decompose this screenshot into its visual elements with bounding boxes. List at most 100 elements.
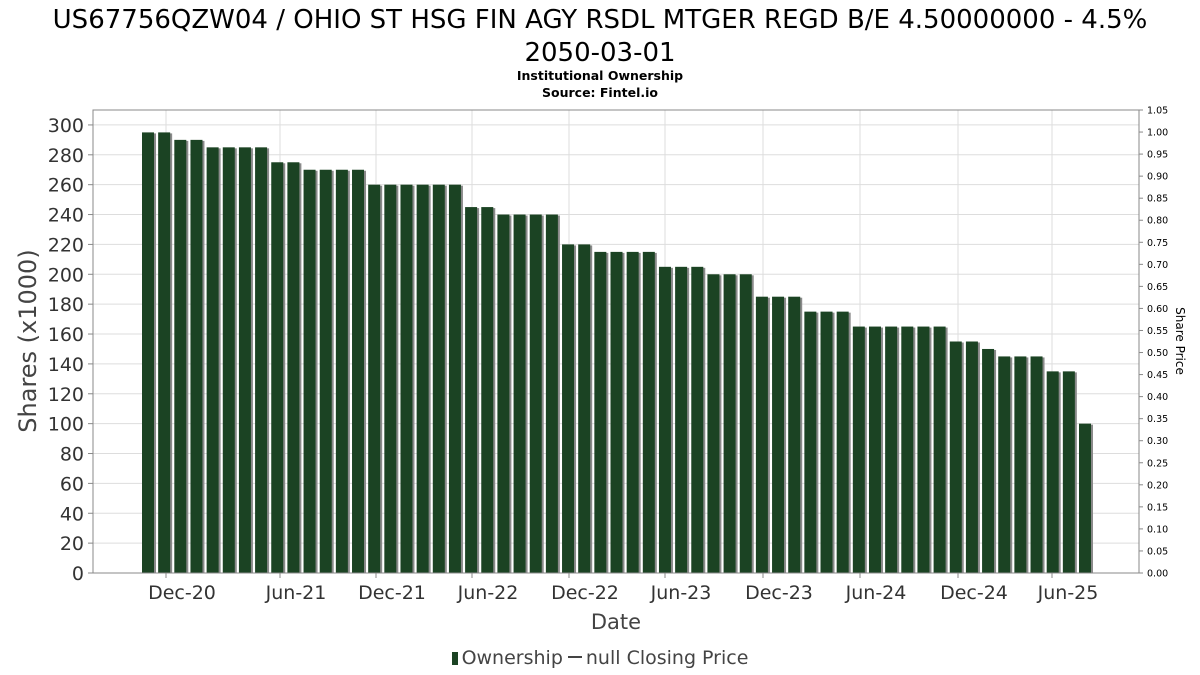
- bar: [1014, 356, 1027, 573]
- x-tick-label: Dec-20: [148, 582, 216, 604]
- y2-tick-label: 0.55: [1147, 326, 1168, 337]
- x-tick-label: Jun-22: [457, 582, 519, 604]
- bar: [788, 296, 801, 573]
- y-tick-label: 200: [48, 264, 84, 286]
- bar: [917, 326, 930, 573]
- bar: [432, 184, 445, 573]
- bar: [933, 326, 946, 573]
- y-tick-label: 140: [48, 354, 84, 376]
- y2-tick-label: 0.75: [1147, 238, 1168, 249]
- y-tick-label: 220: [48, 234, 84, 256]
- bar: [1030, 356, 1043, 573]
- y-axis-label: Shares (x1000): [14, 249, 42, 432]
- bar: [529, 214, 542, 573]
- y2-tick-label: 0.60: [1147, 304, 1168, 315]
- x-tick-label: Dec-22: [551, 582, 619, 604]
- y2-tick-label: 0.85: [1147, 194, 1168, 205]
- y2-tick-label: 0.10: [1147, 524, 1168, 535]
- x-tick-label: Jun-21: [265, 582, 327, 604]
- bar: [578, 244, 591, 573]
- y-tick-label: 240: [48, 205, 84, 227]
- y2-tick-label: 1.00: [1147, 128, 1168, 139]
- x-tick-label: Dec-23: [745, 582, 813, 604]
- y-tick-label: 120: [48, 384, 84, 406]
- bar: [352, 169, 365, 573]
- y2-tick-label: 0.15: [1147, 502, 1168, 513]
- bar: [868, 326, 881, 573]
- legend: Ownership null Closing Price: [0, 647, 1200, 669]
- x-axis-label: Date: [591, 610, 641, 634]
- x-tick-label: Jun-23: [650, 582, 712, 604]
- bar: [497, 214, 510, 573]
- y2-tick-label: 0.45: [1147, 370, 1168, 381]
- y2-tick-label: 0.70: [1147, 260, 1168, 271]
- y2-tick-label: 0.50: [1147, 348, 1168, 359]
- bar: [820, 311, 833, 573]
- bar: [174, 139, 187, 573]
- y-tick-label: 100: [48, 414, 84, 436]
- ownership-swatch: [451, 652, 458, 665]
- y-tick-label: 0: [72, 563, 84, 585]
- bar: [901, 326, 914, 573]
- bar: [465, 207, 478, 574]
- bar: [982, 348, 995, 573]
- plot-frame: [92, 109, 1140, 574]
- legend-price: null Closing Price: [585, 647, 749, 669]
- x-tick-label: Dec-24: [940, 582, 1008, 604]
- bar: [965, 341, 978, 573]
- bar: [513, 214, 526, 573]
- legend-ownership: Ownership: [461, 647, 563, 669]
- bar: [949, 341, 962, 573]
- bar: [319, 169, 332, 573]
- y2-tick-label: 0.65: [1147, 282, 1168, 293]
- axes: 0 20 40 60 80 100 120 140 160 180 200 220 240 260 280 3…: [48, 106, 1168, 605]
- y2-axis-label: Share Price: [1173, 307, 1187, 375]
- chart-source: Source: Fintel.io: [542, 85, 658, 100]
- bar: [206, 147, 219, 573]
- bar: [335, 169, 348, 573]
- bar: [610, 251, 623, 574]
- y2-tick-label: 0.25: [1147, 458, 1168, 469]
- bar: [1062, 371, 1075, 573]
- bar: [885, 326, 898, 573]
- bar: [755, 296, 768, 573]
- y2-tick-label: 0.35: [1147, 414, 1168, 425]
- x-tick-label: Jun-24: [845, 582, 907, 604]
- bar: [594, 251, 607, 574]
- bar: [562, 244, 575, 573]
- bar: [255, 147, 268, 573]
- y-tick-label: 300: [48, 115, 84, 137]
- bar: [852, 326, 865, 573]
- bar: [368, 184, 381, 573]
- bar: [626, 251, 639, 574]
- y2-tick-label: 0.00: [1147, 569, 1168, 580]
- y2-tick-label: 0.40: [1147, 392, 1168, 403]
- bar: [190, 139, 203, 573]
- y2-tick-label: 1.05: [1147, 106, 1168, 117]
- y2-tick-label: 0.30: [1147, 436, 1168, 447]
- bar: [836, 311, 849, 573]
- y-tick-label: 20: [60, 533, 84, 555]
- x-tick-label: Jun-25: [1037, 582, 1099, 604]
- bar: [303, 169, 316, 573]
- bar: [400, 184, 413, 573]
- bar: [384, 184, 397, 573]
- price-line-swatch: [567, 656, 582, 658]
- bar: [739, 274, 752, 573]
- bar: [658, 266, 671, 573]
- bar: [804, 311, 817, 573]
- bar: [142, 132, 154, 573]
- chart-subtitle: Institutional Ownership: [516, 68, 684, 83]
- bar-series: [142, 132, 1093, 574]
- bar: [416, 184, 429, 573]
- bar: [691, 266, 704, 573]
- y-tick-label: 160: [48, 324, 84, 346]
- bar: [448, 184, 461, 573]
- y2-tick-label: 0.90: [1147, 172, 1168, 183]
- y-tick-label: 80: [60, 444, 84, 466]
- y-tick-label: 180: [48, 294, 84, 316]
- y2-tick-label: 0.80: [1147, 216, 1168, 227]
- y-tick-label: 40: [60, 503, 84, 525]
- bar: [642, 251, 655, 574]
